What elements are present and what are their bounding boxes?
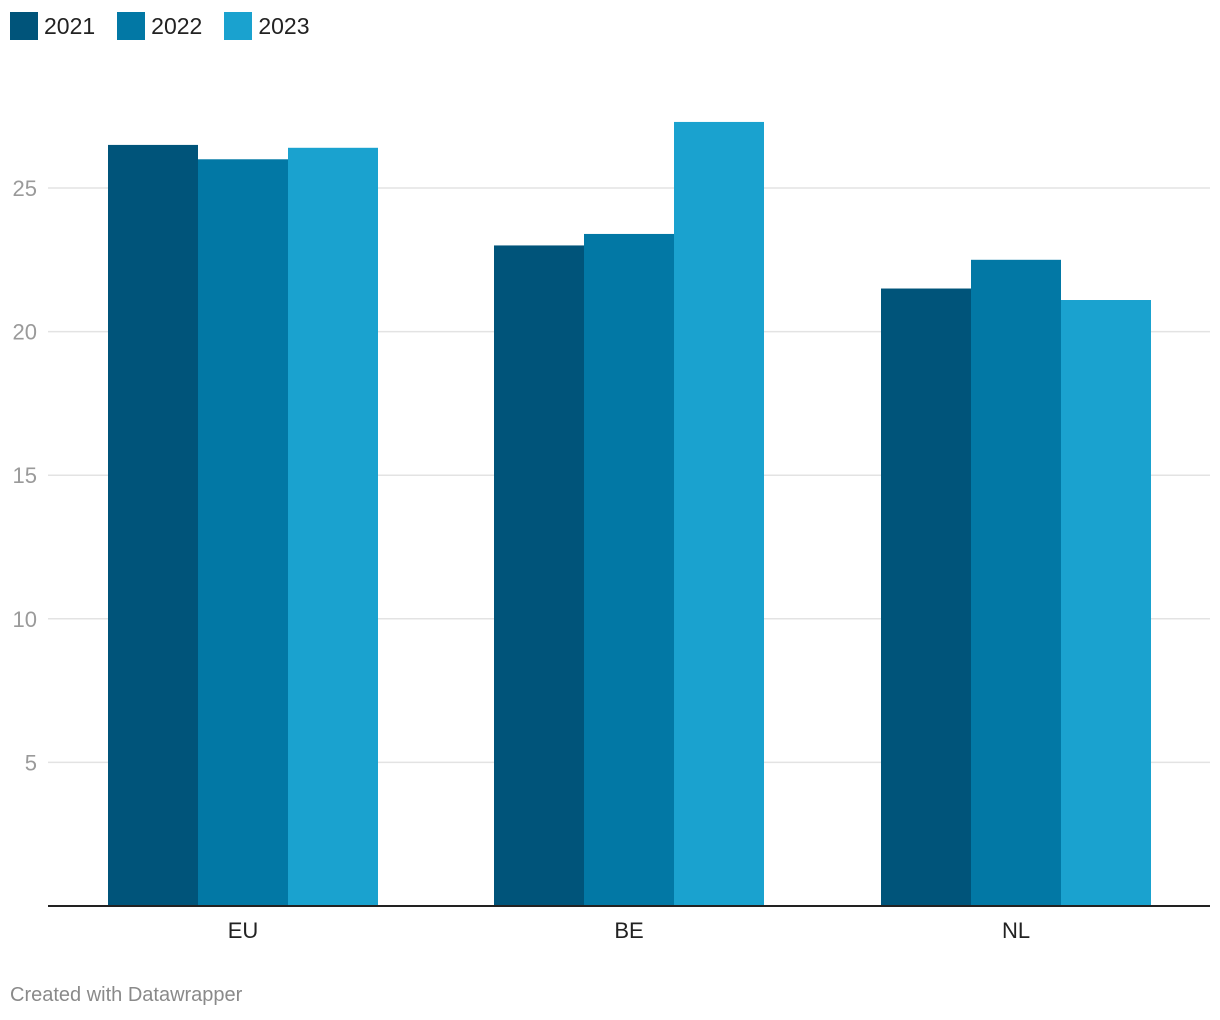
y-tick-label: 5: [25, 750, 37, 775]
y-tick-label: 20: [13, 320, 37, 345]
legend-item-2022: 2022: [117, 12, 202, 40]
footer-credit: Created with Datawrapper: [10, 984, 243, 1006]
bar-EU-2023: [288, 147, 378, 907]
x-category-label: EU: [228, 918, 259, 943]
legend-item-2023: 2023: [224, 12, 310, 40]
bar-EU-2021: [108, 144, 198, 907]
legend-item-2021: 2021: [10, 12, 95, 40]
legend-label: 2021: [44, 13, 96, 39]
chart-legend: 2021 2022 2023: [10, 12, 332, 40]
legend-swatch: [10, 12, 38, 40]
x-category-label: NL: [1002, 918, 1030, 943]
legend-swatch: [117, 12, 146, 40]
bar-NL-2021: [881, 288, 971, 906]
y-tick-label: 15: [13, 463, 37, 488]
legend-label: 2023: [258, 13, 310, 39]
y-tick-label: 25: [13, 176, 37, 201]
legend-label: 2022: [151, 13, 203, 39]
bar-chart: 5 10 15 20 25 EU BE NL: [13, 121, 1210, 943]
bar-BE-2021: [494, 245, 584, 906]
bar-BE-2023: [674, 121, 764, 907]
axes: EU BE NL: [48, 905, 1210, 943]
bars: [108, 121, 1151, 907]
bar-NL-2022: [971, 259, 1061, 906]
legend-swatch: [224, 12, 253, 40]
bar-EU-2022: [198, 159, 288, 906]
x-category-label: BE: [614, 918, 643, 943]
y-tick-label: 10: [13, 607, 37, 632]
bar-NL-2023: [1061, 300, 1151, 906]
bar-BE-2022: [584, 233, 674, 906]
